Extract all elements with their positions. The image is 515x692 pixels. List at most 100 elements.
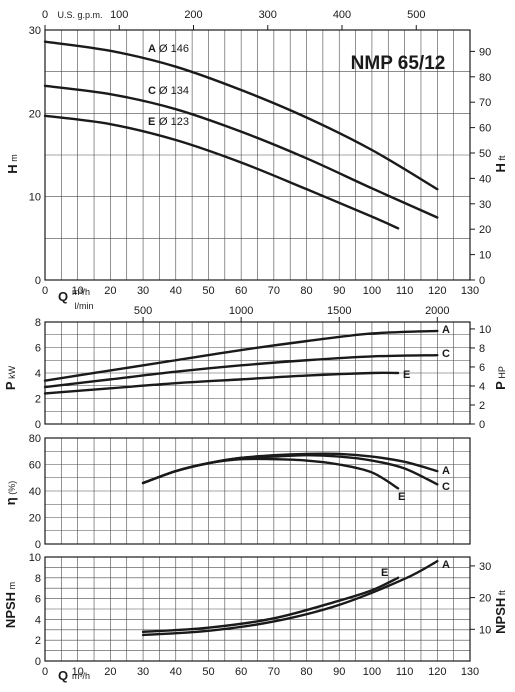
x-axis-unit-top: m³/h [72, 287, 90, 297]
x-tick-label: 0 [42, 285, 48, 297]
x-tick-label: 40 [170, 285, 182, 297]
y-tick-label-npsh: 6 [35, 594, 41, 606]
y-tick-label-npsh: 0 [35, 656, 41, 668]
y2-tick-label-npsh: 10 [479, 624, 491, 636]
y-tick-label-npsh: 10 [29, 552, 41, 564]
y2-tick-label-power: 8 [479, 343, 485, 355]
npsh-ft-axis-title: NPSH ft [493, 590, 508, 634]
y-tick-label-power: 6 [35, 343, 41, 355]
y-tick-label-efficiency: 20 [29, 513, 41, 525]
x-tick-label: 70 [268, 285, 280, 297]
y-tick-label-head: 0 [35, 275, 41, 287]
gpm-tick-label: 300 [259, 9, 277, 21]
panel-frame-efficiency [44, 437, 471, 545]
x-tick-label: 60 [235, 666, 247, 678]
y-tick-label-head: 10 [29, 192, 41, 204]
y-tick-label-npsh: 2 [35, 635, 41, 647]
x-tick-label: 10 [72, 285, 84, 297]
y2-tick-label-head: 40 [479, 173, 491, 185]
x-tick-label: 0 [42, 666, 48, 678]
y2-tick-label-power: 10 [479, 324, 491, 336]
x-tick-label: 70 [268, 666, 280, 678]
series-label-head-E: E [148, 116, 155, 128]
x-tick-label: 60 [235, 285, 247, 297]
y2-tick-label-power: 4 [479, 381, 485, 393]
lmin-axis-label: l/min [74, 301, 93, 311]
y2-tick-label-head: 50 [479, 148, 491, 160]
y2-tick-label-head: 30 [479, 199, 491, 211]
y-tick-label-power: 2 [35, 394, 41, 406]
y-tick-label-power: 0 [35, 419, 41, 431]
y2-tick-label-power: 6 [479, 362, 485, 374]
panel-frame-power [44, 321, 471, 425]
y2-tick-label-head: 0 [479, 275, 485, 287]
x-tick-label: 80 [300, 666, 312, 678]
y-tick-label-efficiency: 60 [29, 460, 41, 472]
y2-tick-label-head: 70 [479, 97, 491, 109]
y2-tick-label-npsh: 30 [479, 561, 491, 573]
lmin-tick-label: 1000 [229, 305, 253, 317]
y2-tick-label-npsh: 20 [479, 593, 491, 605]
x-tick-label: 10 [72, 666, 84, 678]
curve-power-E [43, 371, 400, 395]
y-tick-label-head: 20 [29, 108, 41, 120]
x-tick-label: 80 [300, 285, 312, 297]
y2-tick-label-head: 20 [479, 224, 491, 236]
y-tick-label-head: 30 [29, 25, 41, 37]
lmin-tick-label: 2000 [425, 305, 449, 317]
series-label-power-C: C [442, 348, 450, 360]
x-axis-title-bottom: Q [58, 668, 68, 683]
curve-head-C [43, 84, 439, 219]
y-tick-label-efficiency: 40 [29, 486, 41, 498]
curve-power-C [43, 353, 439, 389]
head-ft-axis-title: H ft [493, 155, 508, 172]
x-tick-label: 40 [170, 666, 182, 678]
curve-power-A [43, 329, 439, 382]
x-tick-label: 30 [137, 666, 149, 678]
x-tick-label: 130 [461, 666, 479, 678]
x-tick-label: 20 [104, 285, 116, 297]
series-impeller-A: Ø 146 [159, 43, 189, 55]
series-label-power-E: E [403, 369, 410, 381]
series-label-npsh-E: E [381, 567, 388, 579]
x-tick-label: 30 [137, 285, 149, 297]
y-tick-label-npsh: 4 [35, 614, 41, 626]
x-tick-label: 110 [396, 285, 414, 297]
x-tick-label: 50 [202, 666, 214, 678]
head-axis-title: H m [5, 154, 20, 173]
y-tick-label-power: 8 [35, 317, 41, 329]
y2-tick-label-power: 0 [479, 419, 485, 431]
series-label-efficiency-A: A [442, 465, 450, 477]
y2-tick-label-head: 90 [479, 46, 491, 58]
series-impeller-E: Ø 123 [159, 116, 189, 128]
y-tick-label-power: 4 [35, 368, 41, 380]
gpm-tick-label: 500 [407, 9, 425, 21]
x-tick-label: 110 [396, 666, 414, 678]
x-tick-label: 120 [428, 285, 446, 297]
y2-tick-label-head: 10 [479, 250, 491, 262]
series-label-power-A: A [442, 324, 450, 336]
series-label-efficiency-C: C [442, 481, 450, 493]
gpm-axis-label: U.S. g.p.m. [57, 10, 102, 20]
y-tick-label-efficiency: 0 [35, 539, 41, 551]
x-tick-label: 20 [104, 666, 116, 678]
curve-npsh-E [141, 576, 400, 634]
x-tick-label: 100 [363, 285, 381, 297]
gpm-tick-label: 400 [333, 9, 351, 21]
series-impeller-C: Ø 134 [159, 85, 189, 97]
power-axis-title: P kW [3, 365, 18, 390]
y-tick-label-efficiency: 80 [29, 433, 41, 445]
x-tick-label: 130 [461, 285, 479, 297]
x-tick-label: 120 [428, 666, 446, 678]
x-tick-label: 90 [333, 285, 345, 297]
npsh-axis-title: NPSH m [3, 582, 18, 628]
series-label-head-C: C [148, 85, 156, 97]
curve-npsh-A [141, 559, 439, 637]
power-hp-axis-title: P HP [493, 366, 508, 390]
x-tick-label: 100 [363, 666, 381, 678]
panel-frame-npsh [44, 556, 471, 662]
x-tick-label: 50 [202, 285, 214, 297]
x-axis-title-top: Q [58, 289, 68, 304]
